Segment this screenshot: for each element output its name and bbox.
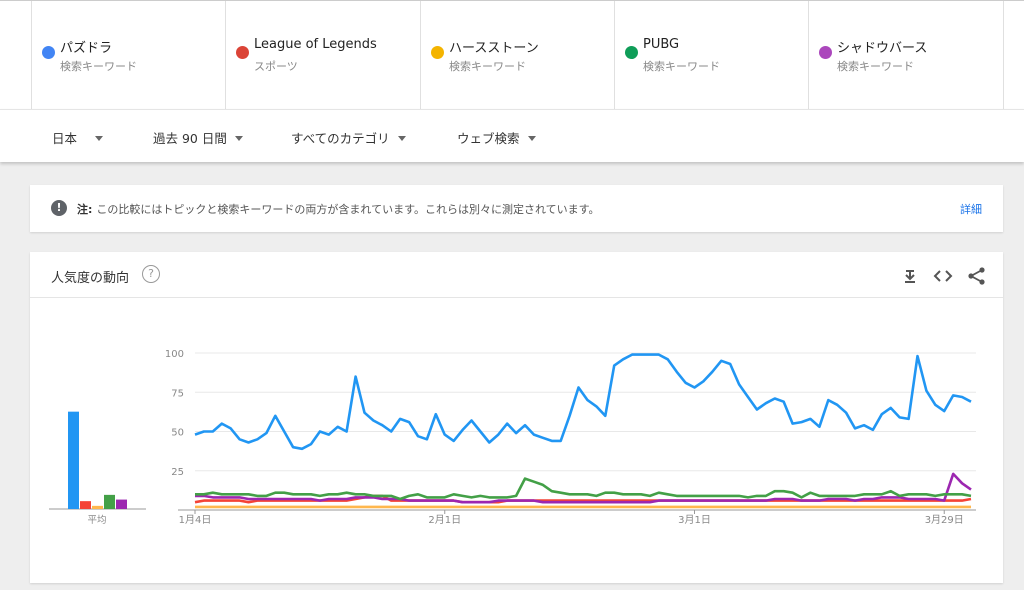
term-5[interactable]: シャドウバース 検索キーワード [808,1,1002,110]
x-tick-label: 3月1日 [678,514,711,526]
term-type: 検索キーワード [837,60,914,73]
y-tick-label: 50 [171,428,184,439]
info-icon: ! [51,200,67,216]
y-tick-label: 100 [165,349,184,360]
x-tick-label: 3月29日 [925,514,964,526]
term-2[interactable]: League of Legends スポーツ [225,1,419,110]
series-line [195,472,972,504]
term-type: 検索キーワード [643,60,720,73]
x-tick-label: 2月1日 [428,514,461,526]
trend-chart: 25 50 75 100 1月4日 2月1日 3月1日 3月29日 平均 [49,349,976,526]
term-1[interactable]: パズドラ検索キーワード [31,1,225,110]
notice-label: 注: [77,203,93,216]
term-name: ハースストーン [449,41,539,56]
search-type-filter[interactable]: ウェブ検索 [457,128,536,147]
series-color-dot [625,46,638,59]
term-4[interactable]: PUBG 検索キーワード [614,1,808,110]
term-type: スポーツ [254,60,298,73]
period-filter[interactable]: 過去 90 日間 [153,128,243,147]
series-line [195,477,972,501]
interest-over-time-card: 人気度の動向 ? [30,252,1003,583]
chevron-down-icon [234,136,243,141]
average-bar [80,501,91,509]
term-name: パズドラ [60,41,113,56]
y-tick-label: 75 [171,388,184,399]
chevron-down-icon [397,136,406,141]
compare-terms-bar: パズドラ 検索キーワード League of Legends スポーツ ハースストーン検… [0,0,1024,110]
notice-banner: ! 注: この比較にはトピックと検索キーワードの両方が含まれています。これらは別々… [30,185,1003,232]
period-label: 過去 90 日間 [153,131,227,146]
series-color-dot [236,46,249,59]
average-label: 平均 [87,514,106,526]
term-divider [1003,1,1024,110]
term-type: 検索キーワード [449,60,526,73]
x-tick-label: 1月4日 [179,514,212,526]
filter-bar: 日本 過去 90 日間 すべてのカテゴリ ウェブ検索 [0,109,1024,162]
notice-text: 注: この比較にはトピックと検索キーワードの両方が含まれています。これらは別々に測… [77,201,600,217]
card-header: 人気度の動向 ? [30,252,1003,298]
series-color-dot [819,46,832,59]
search-type-label: ウェブ検索 [457,131,520,146]
y-tick-label: 25 [171,467,184,478]
region-label: 日本 [52,131,78,146]
chevron-down-icon [95,136,104,141]
card-title: 人気度の動向 [51,271,130,286]
category-label: すべてのカテゴリ [291,131,390,146]
region-filter[interactable]: 日本 [52,128,104,147]
chevron-down-icon [527,136,536,141]
series-color-dot [431,46,444,59]
series-line [194,353,972,451]
help-icon[interactable]: ? [142,265,160,283]
series-color-dot [42,46,55,59]
average-bar [116,499,127,509]
average-bar [104,494,115,509]
term-name: シャドウバース [837,41,928,56]
notice-body: この比較にはトピックと検索キーワードの両方が含まれています。これらは別々に測定さ… [96,203,600,216]
download-icon[interactable] [900,266,920,286]
term-type: 検索キーワード [60,60,137,73]
term-3[interactable]: ハースストーン 検索キーワード [420,1,614,110]
category-filter[interactable]: すべてのカテゴリ [291,128,406,147]
average-bar [68,411,79,509]
embed-icon[interactable] [933,266,953,286]
term-name: PUBG [643,37,680,52]
details-link[interactable]: 詳細 [960,203,982,216]
share-icon[interactable] [967,266,987,286]
average-bar [92,505,103,509]
term-name: League of Legends [254,37,377,52]
